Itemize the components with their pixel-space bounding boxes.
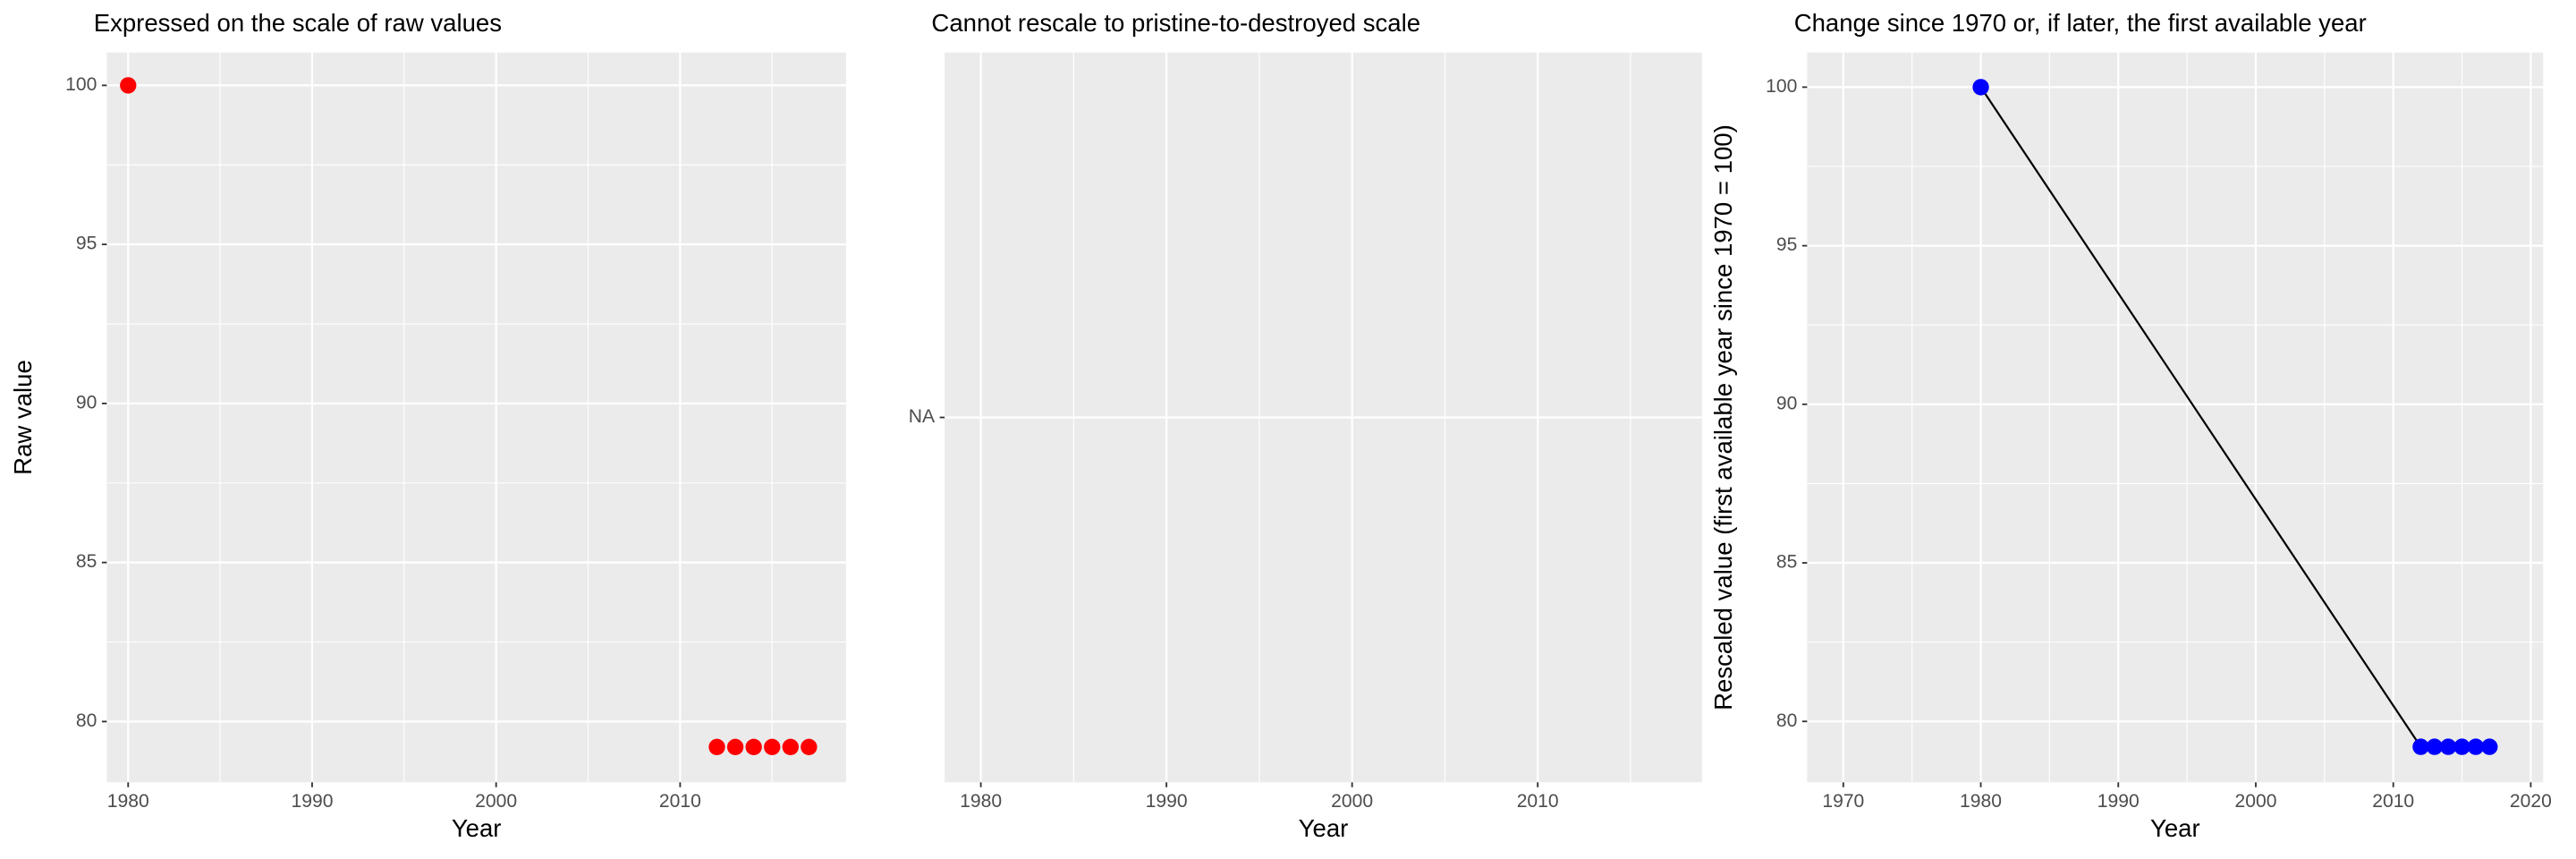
point xyxy=(764,738,781,756)
x-axis-label: Year xyxy=(1299,814,1349,842)
x-tick-label: 1990 xyxy=(1146,791,1188,812)
x-axis-label: Year xyxy=(452,814,502,842)
x-tick-label: 2020 xyxy=(2510,791,2552,812)
y-tick-label: 90 xyxy=(1776,393,1797,413)
point xyxy=(2467,738,2485,755)
x-tick-label: 2010 xyxy=(1517,791,1559,812)
point xyxy=(782,738,799,756)
x-tick-label: 1990 xyxy=(2097,791,2140,812)
chart-title: Cannot rescale to pristine-to-destroyed … xyxy=(931,9,1420,37)
y-tick-label: 85 xyxy=(76,551,97,572)
point xyxy=(2453,738,2470,755)
x-tick-label: 1990 xyxy=(291,791,333,812)
x-axis-label: Year xyxy=(2150,814,2200,842)
point xyxy=(1972,79,1989,96)
x-tick-label: 1980 xyxy=(1960,791,2002,812)
x-tick-label: 2000 xyxy=(475,791,517,812)
point xyxy=(708,738,725,756)
point xyxy=(726,738,744,756)
plot-background xyxy=(106,52,846,783)
x-tick-label: 1980 xyxy=(107,791,149,812)
y-tick-label: NA xyxy=(909,406,936,427)
y-tick-label: 80 xyxy=(1776,710,1797,731)
x-tick-label: 2010 xyxy=(2372,791,2414,812)
panel: 1970 1980 1990 2000 2010 2020 80 85 90 95 100 Chang… xyxy=(1709,9,2552,842)
x-tick-label: 2010 xyxy=(659,791,701,812)
x-tick-label: 1970 xyxy=(1822,791,1864,812)
panel: 1980 1990 2000 2010 NA Cannot rescale to pris… xyxy=(909,9,1702,842)
panel: 1980 1990 2000 2010 80 85 90 95 100 Expressed on … xyxy=(9,9,846,842)
point xyxy=(120,77,137,94)
point xyxy=(801,738,818,756)
x-tick-label: 2000 xyxy=(2235,791,2277,812)
point xyxy=(745,738,762,756)
y-tick-label: 90 xyxy=(76,392,97,412)
y-axis-label: Rescaled value (first available year sin… xyxy=(1709,124,1737,710)
point xyxy=(2426,738,2444,755)
plot-background xyxy=(1807,52,2544,783)
chart-title: Expressed on the scale of raw values xyxy=(94,9,502,37)
y-tick-label: 95 xyxy=(1776,234,1797,255)
point xyxy=(2481,738,2498,755)
y-tick-label: 100 xyxy=(65,74,97,95)
x-tick-label: 1980 xyxy=(960,791,1002,812)
y-axis-label: Raw value xyxy=(9,360,37,475)
y-tick-label: 95 xyxy=(76,234,97,254)
chart-title: Change since 1970 or, if later, the firs… xyxy=(1794,9,2367,37)
y-tick-label: 100 xyxy=(1766,76,1797,97)
point xyxy=(2440,738,2457,755)
point xyxy=(2412,738,2429,755)
x-tick-label: 2000 xyxy=(1331,791,1373,812)
y-tick-label: 80 xyxy=(76,710,97,731)
y-tick-label: 85 xyxy=(1776,552,1797,573)
